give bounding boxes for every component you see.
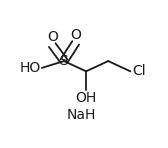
Text: Cl: Cl [132, 64, 146, 78]
Text: NaH: NaH [66, 108, 96, 122]
Text: HO: HO [20, 61, 41, 75]
Text: S: S [60, 54, 68, 68]
Text: O: O [47, 30, 58, 44]
Text: O: O [70, 28, 81, 42]
Text: OH: OH [75, 91, 97, 105]
